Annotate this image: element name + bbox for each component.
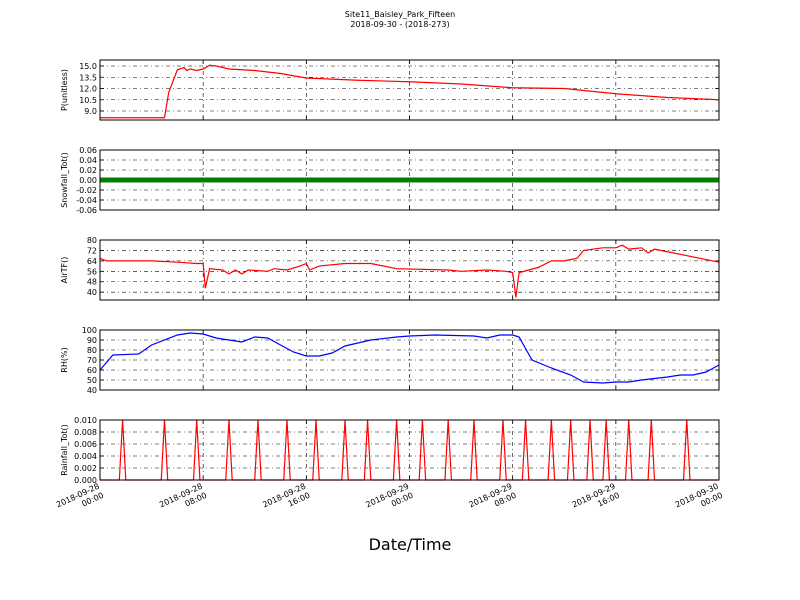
- y-tick-label: 80: [87, 346, 97, 355]
- y-tick-label: 90: [87, 336, 97, 345]
- plot-frame: [99, 419, 720, 481]
- plot-frame: [99, 329, 720, 391]
- y-tick-label: 0.00: [79, 176, 97, 185]
- y-tick-label: 0.008: [74, 428, 97, 437]
- plot-frame: [99, 149, 720, 211]
- y-tick-label: -0.02: [76, 186, 97, 195]
- y-axis-label: Snowfall_Tot(): [60, 152, 69, 208]
- y-tick-label: 70: [87, 356, 97, 365]
- data-line: [100, 64, 720, 119]
- y-tick-label: 10.5: [79, 96, 97, 105]
- chart-title: Site11_Baisley_Park_Fifteen: [345, 10, 455, 19]
- y-tick-label: -0.06: [76, 206, 97, 215]
- y-axis-label: RH(%): [60, 347, 69, 372]
- y-tick-label: 40: [87, 288, 97, 297]
- y-tick-label: 0.010: [74, 416, 97, 425]
- y-tick-label: 0.004: [74, 452, 97, 461]
- y-tick-label: 0.04: [79, 156, 97, 165]
- y-tick-label: 80: [87, 236, 97, 245]
- y-tick-label: 72: [87, 246, 97, 255]
- y-tick-label: 56: [87, 267, 97, 276]
- chart-subtitle: 2018-09-30 - (2018-273): [350, 20, 449, 29]
- y-tick-label: 48: [87, 278, 97, 287]
- y-tick-label: 100: [82, 326, 97, 335]
- y-tick-label: 0.002: [74, 464, 97, 473]
- y-tick-label: 0.006: [74, 440, 97, 449]
- y-axis-label: P(unitless): [60, 69, 69, 111]
- y-tick-label: 15.0: [79, 62, 97, 71]
- x-axis-label: Date/Time: [369, 535, 452, 554]
- y-tick-label: 64: [87, 257, 97, 266]
- y-tick-label: 0.06: [79, 146, 97, 155]
- y-tick-label: 50: [87, 376, 97, 385]
- y-tick-label: 9.0: [84, 107, 97, 116]
- data-line: [99, 244, 720, 298]
- y-tick-label: 60: [87, 366, 97, 375]
- plot-frame: [99, 59, 720, 121]
- y-tick-label: 0.000: [74, 476, 97, 485]
- y-tick-label: 13.5: [79, 73, 97, 82]
- y-axis-label: Rainfall_Tot(): [60, 424, 69, 476]
- y-tick-label: 12.0: [79, 85, 97, 94]
- y-tick-label: 0.02: [79, 166, 97, 175]
- y-tick-label: -0.04: [76, 196, 97, 205]
- data-line: [99, 332, 720, 384]
- plot-frame: [99, 239, 720, 301]
- y-tick-label: 40: [87, 386, 97, 395]
- y-axis-label: AirTF(): [60, 257, 69, 284]
